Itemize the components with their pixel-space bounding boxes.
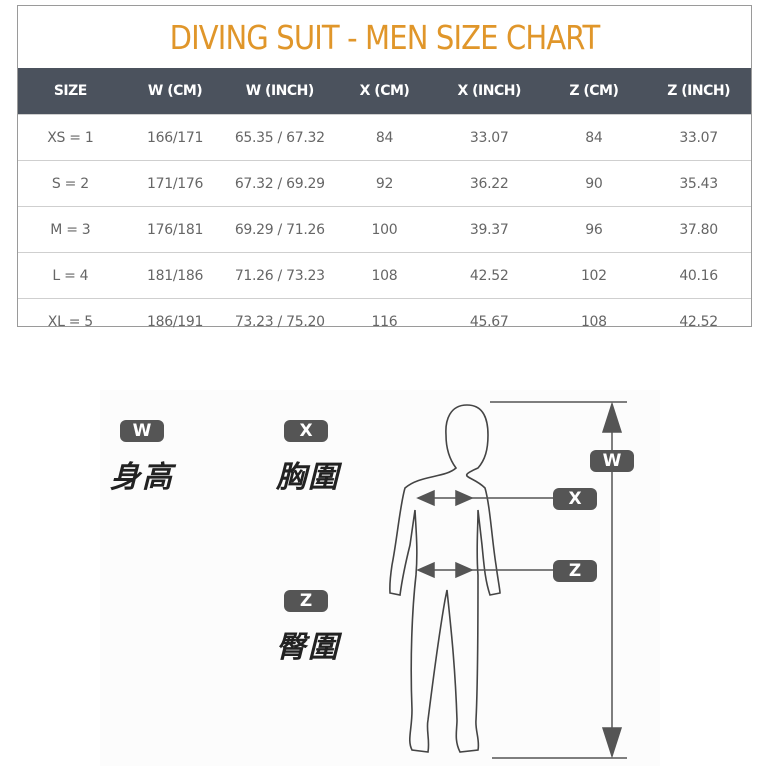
column-header: Z (INCH): [646, 68, 751, 115]
table-cell: M = 3: [18, 206, 123, 253]
table-cell: S = 2: [18, 160, 123, 207]
table-cell: 186/191: [122, 298, 228, 344]
table-header: SIZE W (CM) W (INCH) X (CM) X (INCH) Z (CM) Z …: [18, 68, 751, 115]
table-cell: 96: [541, 206, 647, 253]
body-outline: [389, 404, 501, 753]
table-cell: 35.43: [646, 160, 751, 207]
table-cell: L = 4: [18, 252, 123, 299]
w-label: 身高: [110, 460, 174, 495]
table-cell: 71.26 / 73.23: [227, 252, 333, 299]
chart-title: DIVING SUIT - MEN SIZE CHART: [169, 17, 601, 57]
table-cell: 45.67: [436, 298, 542, 344]
table-row: L = 4 181/186 71.26 / 73.23 108 42.52 102 40.1…: [18, 252, 751, 299]
hip-arrow: [416, 561, 570, 579]
size-table: SIZE W (CM) W (INCH) X (CM) X (INCH) Z (CM) Z …: [18, 68, 751, 344]
table-row: S = 2 171/176 67.32 / 69.29 92 36.22 90 35.43: [18, 160, 751, 207]
table-cell: XL = 5: [18, 298, 123, 344]
x-marker-badge: X: [553, 488, 597, 510]
table-cell: 171/176: [122, 160, 228, 207]
x-label: 胸圍: [276, 460, 340, 495]
table-cell: XS = 1: [18, 114, 123, 161]
table-cell: 42.52: [436, 252, 542, 299]
table-cell: 37.80: [646, 206, 751, 253]
table-row: M = 3 176/181 69.29 / 71.26 100 39.37 96 37.80: [18, 206, 751, 253]
table-cell: 67.32 / 69.29: [227, 160, 333, 207]
x-badge: X: [284, 420, 328, 442]
measurement-diagram: W 身高 X 胸圍 Z 臀圍 W X Z: [100, 390, 660, 766]
z-label: 臀圍: [276, 630, 340, 665]
column-header: Z (CM): [541, 68, 647, 115]
column-header: W (INCH): [227, 68, 333, 115]
table-cell: 92: [332, 160, 437, 207]
w-badge: W: [120, 420, 164, 442]
z-marker-badge: Z: [553, 560, 597, 582]
table-cell: 33.07: [646, 114, 751, 161]
table-cell: 90: [541, 160, 647, 207]
table-cell: 40.16: [646, 252, 751, 299]
table-row: XL = 5 186/191 73.23 / 75.20 116 45.67 108 42.…: [18, 298, 751, 344]
column-header: SIZE: [18, 68, 123, 115]
size-chart: DIVING SUIT - MEN SIZE CHART SIZE W (CM) W…: [17, 5, 752, 344]
table-cell: 33.07: [436, 114, 542, 161]
table-cell: 166/171: [122, 114, 228, 161]
table-cell: 181/186: [122, 252, 228, 299]
body-figure: [389, 401, 627, 759]
w-marker-badge: W: [590, 450, 634, 472]
table-cell: 84: [332, 114, 437, 161]
table-cell: 42.52: [646, 298, 751, 344]
chest-arrow: [416, 489, 570, 507]
table-cell: 108: [541, 298, 647, 344]
table-cell: 73.23 / 75.20: [227, 298, 333, 344]
table-row: XS = 1 166/171 65.35 / 67.32 84 33.07 84 33.07: [18, 114, 751, 161]
table-cell: 84: [541, 114, 647, 161]
table-cell: 39.37: [436, 206, 542, 253]
table-cell: 176/181: [122, 206, 228, 253]
column-header: X (CM): [332, 68, 437, 115]
column-header: X (INCH): [436, 68, 542, 115]
table-cell: 65.35 / 67.32: [227, 114, 333, 161]
table-cell: 36.22: [436, 160, 542, 207]
table-cell: 102: [541, 252, 647, 299]
table-cell: 100: [332, 206, 437, 253]
table-cell: 108: [332, 252, 437, 299]
table-cell: 116: [332, 298, 437, 344]
column-header: W (CM): [122, 68, 228, 115]
table-cell: 69.29 / 71.26: [227, 206, 333, 253]
z-badge: Z: [284, 590, 328, 612]
